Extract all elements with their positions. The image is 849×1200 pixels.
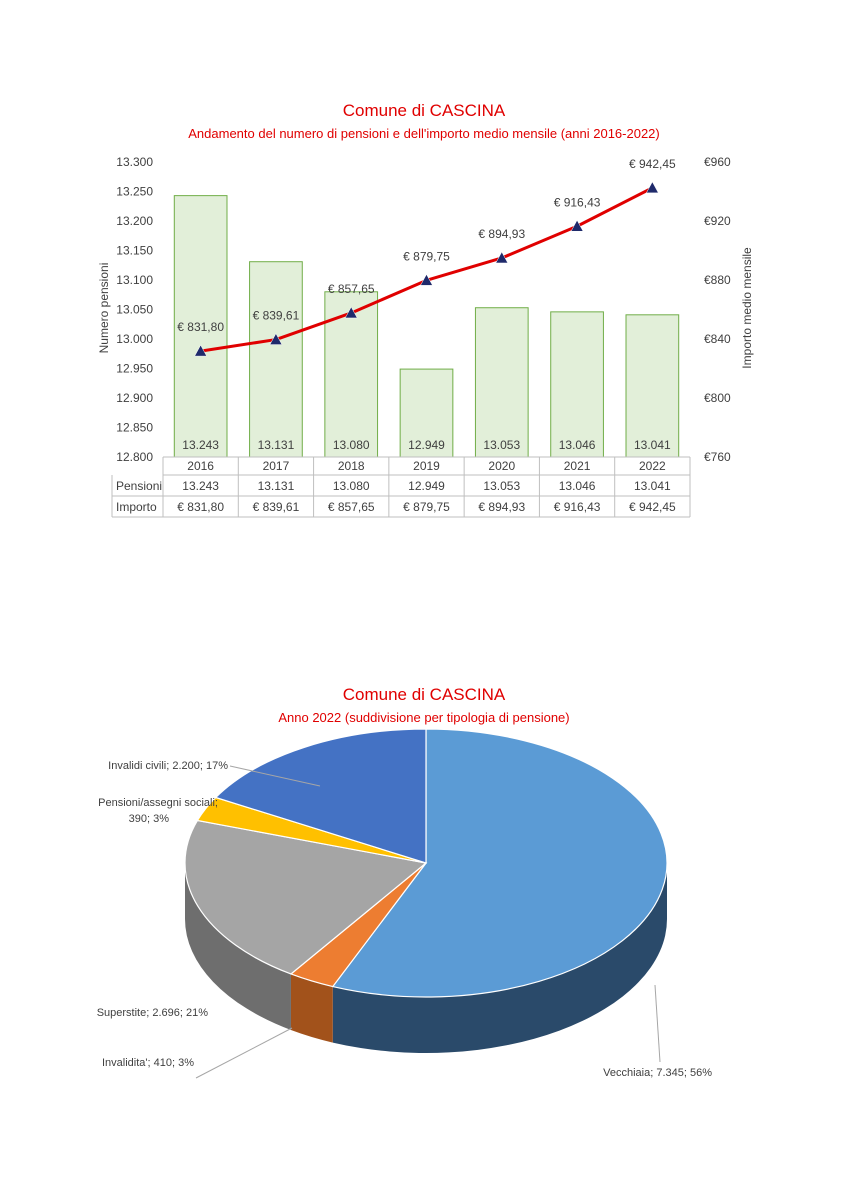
slice-label-sociali-line2: 390; 3% xyxy=(129,813,170,825)
x-tick-label: 2016 xyxy=(187,459,214,473)
table-cell: 13.080 xyxy=(333,479,370,493)
bar-value-label: 12.949 xyxy=(408,438,445,452)
table-cell: 13.046 xyxy=(559,479,596,493)
pie-slice-side xyxy=(185,863,291,1030)
bar xyxy=(249,261,303,458)
y-tick-label: 13.250 xyxy=(116,185,153,199)
pie-slice xyxy=(184,819,428,975)
table-cell: 13.053 xyxy=(483,479,520,493)
slice-label-invalidi-civili: Invalidi civili; 2.200; 17% xyxy=(108,760,228,772)
leader-line xyxy=(195,1027,293,1079)
y-tick-label: 13.300 xyxy=(116,155,153,169)
bar-value-label: 13.053 xyxy=(483,438,520,452)
line-value-label: € 894,93 xyxy=(478,227,525,241)
line-marker xyxy=(344,306,358,319)
slice-label-sociali-line1: Pensioni/assegni sociali; xyxy=(98,797,218,809)
x-tick-label: 2019 xyxy=(413,459,440,473)
y2-tick-label: €840 xyxy=(704,332,731,346)
y2-tick-label: €800 xyxy=(704,391,731,405)
table-cell: € 879,75 xyxy=(403,500,450,514)
table-cell: € 894,93 xyxy=(478,500,525,514)
line-marker xyxy=(570,219,584,232)
line-value-label: € 839,61 xyxy=(253,309,300,323)
bar xyxy=(173,195,228,458)
pie-slice-side xyxy=(332,863,667,1054)
bar-value-label: 13.243 xyxy=(182,438,219,452)
bar xyxy=(550,311,604,458)
line-value-label: € 942,45 xyxy=(629,157,676,171)
pie-slice xyxy=(331,728,668,998)
y-tick-label: 13.100 xyxy=(116,273,153,287)
bar-value-label: 13.131 xyxy=(258,438,295,452)
table-cell: 12.949 xyxy=(408,479,445,493)
table-cell: € 857,65 xyxy=(328,500,375,514)
y-tick-label: 12.850 xyxy=(116,421,153,435)
chart1-title: Comune di CASCINA xyxy=(343,101,506,120)
bar-value-label: 13.041 xyxy=(634,438,671,452)
table-row-header: Pensioni xyxy=(116,479,162,493)
x-tick-label: 2021 xyxy=(564,459,591,473)
x-tick-label: 2017 xyxy=(263,459,290,473)
combo-chart: Comune di CASCINA Andamento del numero d… xyxy=(97,101,754,518)
y-tick-label: 13.050 xyxy=(116,303,153,317)
y2-tick-label: €880 xyxy=(704,273,731,287)
line-marker xyxy=(194,344,208,357)
table-cell: 13.243 xyxy=(182,479,219,493)
line-value-label: € 857,65 xyxy=(328,282,375,296)
line-value-label: € 831,80 xyxy=(177,320,224,334)
table-cell: € 942,45 xyxy=(629,500,676,514)
bar-value-label: 13.046 xyxy=(559,438,596,452)
bar xyxy=(474,307,529,458)
bar xyxy=(625,314,680,458)
chart1-subtitle: Andamento del numero di pensioni e dell'… xyxy=(188,126,660,141)
y-tick-label: 12.900 xyxy=(116,391,153,405)
y2-tick-label: €760 xyxy=(704,450,731,464)
line-marker xyxy=(645,181,659,194)
bar xyxy=(399,368,454,458)
leader-line xyxy=(229,765,321,787)
line-marker xyxy=(269,333,283,345)
table-cell: 13.041 xyxy=(634,479,671,493)
table-cell: € 831,80 xyxy=(177,500,224,514)
y2-tick-label: €960 xyxy=(704,155,731,169)
x-tick-label: 2020 xyxy=(488,459,515,473)
slice-label-vecchiaia: Vecchiaia; 7.345; 56% xyxy=(603,1067,712,1079)
table-row-header: Importo xyxy=(116,500,157,514)
bar-value-label: 13.080 xyxy=(333,438,370,452)
leader-line xyxy=(654,984,661,1063)
chart2-subtitle: Anno 2022 (suddivisione per tipologia di… xyxy=(278,710,569,725)
pie-chart: Comune di CASCINA Anno 2022 (suddivision… xyxy=(97,685,713,1079)
table-cell: € 839,61 xyxy=(253,500,300,514)
y-tick-label: 13.150 xyxy=(116,244,153,258)
line-marker xyxy=(420,273,433,286)
slice-label-invalidita: Invalidita'; 410; 3% xyxy=(102,1057,194,1069)
slice-label-superstite: Superstite; 2.696; 21% xyxy=(97,1007,209,1019)
line-value-label: € 916,43 xyxy=(554,195,601,209)
y2-axis-title: Importo medio mensile xyxy=(740,247,754,369)
y-tick-label: 12.800 xyxy=(116,450,153,464)
y-tick-label: 12.950 xyxy=(116,362,153,376)
y-axis-title: Numero pensioni xyxy=(97,263,111,354)
y-tick-label: 13.000 xyxy=(116,332,153,346)
pie-slice xyxy=(214,728,427,864)
x-tick-label: 2018 xyxy=(338,459,365,473)
table-cell: € 916,43 xyxy=(554,500,601,514)
line-value-label: € 879,75 xyxy=(403,249,450,263)
pie-slice-side xyxy=(290,973,333,1043)
y-tick-label: 13.200 xyxy=(116,214,153,228)
chart2-title: Comune di CASCINA xyxy=(343,685,506,704)
line-marker xyxy=(495,251,509,264)
y2-tick-label: €920 xyxy=(704,214,731,228)
x-tick-label: 2022 xyxy=(639,459,666,473)
table-cell: 13.131 xyxy=(258,479,295,493)
